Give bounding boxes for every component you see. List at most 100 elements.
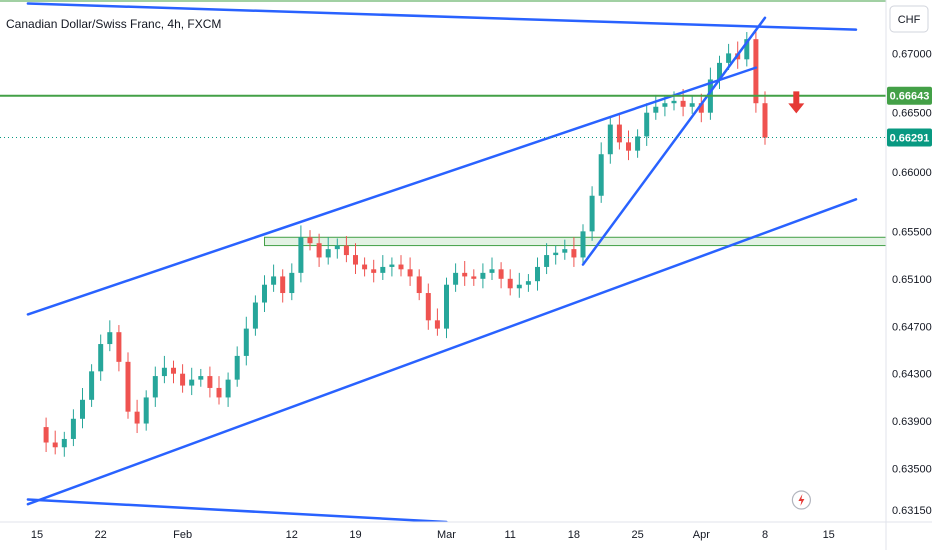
candle — [626, 130, 631, 161]
y-tick-label: 0.67000 — [892, 48, 932, 60]
candle-body — [180, 373, 186, 386]
candle-body — [216, 387, 222, 398]
currency-button[interactable] — [889, 5, 929, 33]
candle-body — [107, 332, 113, 345]
candle — [571, 237, 577, 267]
candle — [653, 94, 659, 120]
time-axis-panel — [0, 522, 932, 550]
candle — [125, 352, 131, 419]
candle-body — [116, 332, 122, 362]
candle-body — [98, 344, 104, 372]
candle-body — [407, 269, 413, 277]
candle-body — [680, 100, 686, 107]
candle-body — [289, 272, 295, 294]
candle — [52, 430, 58, 455]
candle-body — [316, 243, 322, 258]
candle-body — [307, 237, 313, 244]
x-tick-label: 19 — [349, 529, 361, 541]
candle-body — [598, 154, 604, 196]
candle — [271, 264, 277, 292]
candle-body — [343, 245, 349, 256]
candle-body — [698, 103, 704, 113]
candle-body — [762, 103, 768, 138]
candle — [343, 236, 349, 263]
candle — [516, 272, 522, 298]
candle — [689, 96, 695, 114]
candle-body — [234, 355, 240, 380]
candle-body — [207, 376, 213, 388]
candle — [607, 117, 613, 164]
candle-body — [70, 418, 76, 439]
candle — [134, 399, 140, 434]
candle-body — [662, 103, 668, 107]
trendline-channel-top[interactable] — [26, 66, 758, 316]
candle-body — [589, 195, 595, 232]
candle-body — [43, 427, 49, 443]
candle — [143, 390, 149, 431]
candle — [307, 230, 313, 251]
candle — [116, 325, 122, 372]
support-zone[interactable] — [264, 236, 887, 247]
candle — [198, 368, 204, 387]
trendline-channel-bottom[interactable] — [26, 198, 858, 506]
candle-body — [80, 399, 85, 419]
candle — [762, 91, 768, 145]
candle-body — [644, 112, 650, 137]
y-tick-label: 0.66500 — [892, 108, 932, 120]
candle-body — [271, 276, 277, 285]
trendline-descending-bottom[interactable] — [26, 498, 448, 524]
candle — [61, 431, 67, 457]
candle-body — [298, 237, 304, 273]
candle — [753, 29, 759, 113]
candle — [243, 316, 249, 366]
x-tick-label: 15 — [823, 529, 835, 541]
candle-body — [189, 379, 195, 386]
candle — [107, 320, 113, 352]
currency-label: CHF — [898, 14, 921, 26]
candle — [298, 225, 304, 283]
candle-body — [398, 264, 404, 270]
candle — [480, 263, 486, 289]
candle — [334, 238, 340, 259]
candle-body — [635, 136, 641, 151]
candle-body — [535, 266, 540, 282]
x-tick-label: Feb — [173, 529, 192, 541]
x-tick-label: 22 — [95, 529, 107, 541]
candle-body — [152, 376, 158, 398]
candle-body — [243, 328, 249, 356]
trendline-descending-top[interactable] — [26, 2, 858, 31]
candle — [98, 334, 104, 381]
candle-body — [653, 106, 659, 113]
candle-body — [89, 371, 95, 400]
candle — [225, 372, 231, 407]
candle — [325, 237, 331, 265]
trendline-rising-wedge[interactable] — [581, 16, 767, 266]
y-tick-label: 0.63900 — [892, 416, 932, 428]
candle-body — [553, 252, 559, 256]
candle — [717, 55, 722, 89]
candle — [471, 269, 477, 286]
candle-body — [334, 245, 340, 250]
candle — [252, 295, 258, 336]
candle — [180, 364, 186, 393]
candle — [207, 366, 213, 398]
candle — [507, 269, 513, 296]
candle — [698, 93, 704, 123]
candle — [362, 257, 368, 277]
candle-body — [544, 255, 550, 267]
candle-body — [444, 284, 449, 329]
candle — [535, 257, 540, 291]
candle-body — [434, 320, 440, 329]
candle-body — [717, 62, 722, 80]
candle — [262, 275, 267, 313]
down-arrow-icon — [788, 91, 805, 114]
candle — [544, 243, 550, 275]
x-tick-label: 18 — [568, 529, 580, 541]
x-tick-label: Apr — [693, 529, 710, 541]
candle — [562, 239, 568, 260]
candle — [189, 367, 195, 396]
candle-body — [52, 442, 58, 448]
candle — [407, 257, 413, 286]
candle-body — [371, 269, 377, 273]
